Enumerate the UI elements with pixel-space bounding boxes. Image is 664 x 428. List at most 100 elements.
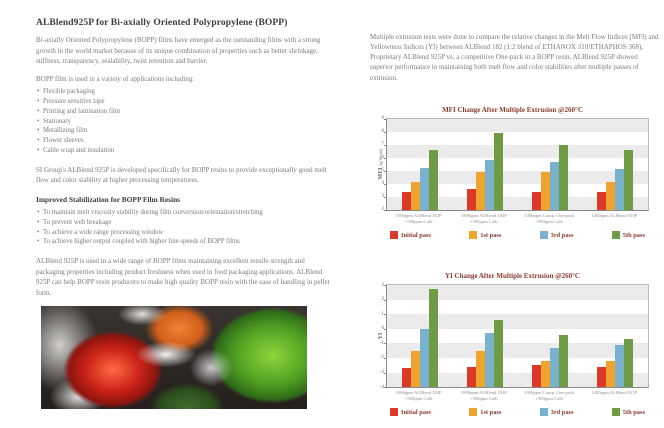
legend-item: 3rd pass [539, 408, 574, 417]
category-label: 1000ppm Comp. One-pack +500ppm CaSt [524, 390, 575, 402]
legend-item: Initial pass [390, 231, 431, 240]
y-tick-mark [384, 299, 387, 301]
legend-item: Initial pass [390, 408, 431, 417]
bar-3rd-pass [550, 347, 560, 388]
legend-item: 5th pass [611, 408, 645, 417]
legend-label: 5th pass [622, 231, 645, 239]
bar-initial-pass [401, 191, 411, 210]
y-tick-label: 3 [381, 194, 385, 200]
bar-initial-pass [597, 191, 607, 210]
bar-initial-pass [532, 191, 542, 210]
list-item: Printing and lamination film [36, 107, 332, 117]
category-label: 1000ppm ALBlend 182P +500ppm CaSt [395, 390, 442, 402]
bar-3rd-pass [550, 161, 560, 210]
bar-1st-pass [475, 172, 485, 210]
legend-label: 5th pass [622, 408, 645, 416]
legend-label: 3rd pass [550, 408, 574, 416]
bar-1st-pass [541, 172, 551, 210]
y-tick-mark [384, 387, 387, 389]
category-label: 1400ppm ALBlend 925P [591, 212, 638, 218]
category-label: 1000ppm Comp. One-pack +500ppm CaSt [524, 212, 575, 224]
category-label: 1800ppm ALBlend 182P +500ppm CaSt [460, 212, 507, 224]
bar-3rd-pass [419, 168, 429, 210]
bar-group [518, 285, 583, 388]
bar-initial-pass [401, 368, 411, 388]
y-tick-mark [384, 131, 387, 133]
benefits-list: To maintain melt viscosity stability dur… [36, 208, 332, 247]
bar-5th-pass [428, 289, 438, 388]
y-tick-mark [384, 372, 387, 374]
bar-initial-pass [466, 366, 476, 388]
bar-5th-pass [493, 320, 503, 388]
bar-1st-pass [606, 182, 616, 210]
y-tick-label: 0 [381, 326, 385, 332]
chart-legend: Initial pass 1st pass 3rd pass 5th pass [386, 231, 649, 240]
bar-5th-pass [493, 133, 503, 210]
mfi-chart-area: MFI(g/10min) 2 3 4 5 6 7 8 9 1000ppm ALBlend 182P… [370, 116, 655, 240]
applications-intro: BOPP film is used in a variety of applic… [36, 74, 195, 83]
y-tick-label: 8 [381, 129, 385, 135]
bar-group [387, 285, 452, 388]
plot-area: -4 -3 -2 -1 0 1 2 3 [380, 283, 649, 390]
bar-1st-pass [475, 350, 485, 388]
list-item: Metallizing film [36, 126, 332, 136]
y-tick-mark [384, 328, 387, 330]
bar-initial-pass [597, 366, 607, 388]
closing-paragraph: ALBlend 925P is used in a wide range of … [36, 257, 330, 297]
y-tick-label: 2 [381, 297, 385, 303]
grid-band [387, 196, 648, 210]
y-tick-label: 9 [381, 116, 385, 122]
product-paragraph: SI Group's ALBlend 925P is developed spe… [36, 165, 327, 185]
bar-5th-pass [624, 149, 634, 210]
list-item: To prevent web breakage [36, 218, 332, 228]
y-tick-mark [384, 157, 387, 159]
legend-swatch-icon [469, 408, 478, 417]
grid-band [387, 372, 648, 388]
yi-chart: YI Change After Multiple Extrusion @260°… [370, 272, 655, 417]
bar-5th-pass [428, 149, 438, 210]
grid-band [387, 285, 648, 300]
bar-group [452, 119, 517, 210]
legend-item: 5th pass [611, 231, 645, 240]
bar-1st-pass [541, 360, 551, 388]
legend-swatch-icon [539, 231, 548, 240]
y-tick-label: -3 [379, 370, 384, 375]
bar-3rd-pass [419, 328, 429, 388]
x-axis-labels: 1000ppm ALBlend 182P +500ppm CaSt 1800ppm … [386, 213, 647, 225]
list-item: Stationary [36, 117, 332, 127]
mfi-chart-title: MFI Change After Multiple Extrusion @260… [442, 105, 583, 114]
y-tick-mark [384, 144, 387, 146]
y-tick-label: -4 [379, 384, 384, 390]
bar-5th-pass [624, 339, 634, 388]
legend-label: 3rd pass [550, 231, 574, 239]
grid-band [387, 343, 648, 358]
right-page: Multiple extrusion tests were done to co… [370, 32, 660, 417]
y-tick-label: 2 [381, 207, 385, 213]
y-tick-mark [384, 170, 387, 172]
page-title: ALBlend925P for Bi-axially Oriented Poly… [36, 18, 288, 28]
bar-3rd-pass [484, 333, 494, 388]
legend-swatch-icon [390, 231, 398, 240]
bar-1st-pass [410, 350, 420, 388]
y-tick-label: 6 [381, 155, 385, 161]
grid-band [387, 118, 648, 132]
y-tick-mark [384, 285, 387, 287]
bar-group [387, 119, 452, 210]
bar-initial-pass [466, 188, 476, 210]
chart-legend: Initial pass 1st pass 3rd pass 5th pass [386, 408, 649, 417]
applications-list: Flexible packagingPressure sensitive tap… [36, 87, 332, 156]
legend-label: 1st pass [480, 408, 502, 416]
legend-swatch-icon [390, 408, 398, 417]
y-tick-label: 1 [381, 311, 385, 317]
intro-paragraph: Bi-axially Oriented Polypropylene (BOPP)… [36, 36, 321, 65]
y-tick-mark [384, 343, 387, 345]
y-tick-mark [384, 357, 387, 359]
plot-area: 2 3 4 5 6 7 8 9 [382, 116, 649, 212]
grid-band [387, 170, 648, 184]
yi-chart-area: YI -4 -3 -2 -1 0 1 2 3 1000ppm ALBlend 182P +500pp… [370, 283, 655, 417]
y-tick-label: 3 [381, 282, 385, 288]
bar-group [518, 119, 583, 210]
legend-swatch-icon [539, 408, 548, 417]
list-item: To achieve a wide range processing windo… [36, 228, 332, 238]
